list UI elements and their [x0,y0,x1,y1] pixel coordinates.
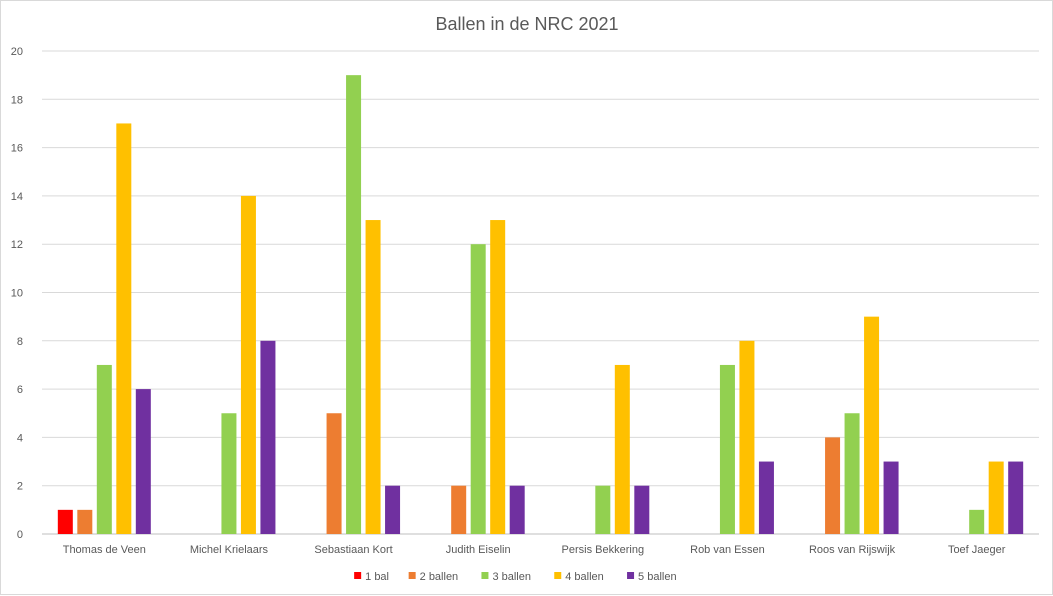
bar [260,340,276,534]
y-tick-label: 8 [17,336,23,348]
bar [96,364,112,534]
category-label: Roos van Rijswijk [809,544,896,556]
bar [719,364,735,534]
bar [758,461,774,534]
y-tick-label: 2 [17,481,23,493]
bar [634,485,650,534]
y-tick-label: 10 [11,288,23,300]
y-tick-label: 16 [11,143,23,155]
legend-swatch [554,572,562,579]
legend-label: 1 bal [365,571,389,583]
y-tick-label: 12 [11,239,23,251]
gridlines [42,50,1039,535]
legend-label: 4 ballen [565,571,604,583]
bar [844,413,860,534]
bar [490,220,506,535]
bar [116,123,132,534]
bar [77,509,93,534]
bar [470,244,486,534]
y-tick-label: 6 [17,384,23,396]
bar [509,485,525,534]
chart-title: Ballen in de NRC 2021 [435,14,618,34]
y-tick-label: 18 [11,94,23,106]
bar [739,340,755,534]
bar [883,461,899,534]
x-axis: Thomas de Veen Michel Krielaars Sebastiaan… [63,544,1006,556]
bar [595,485,611,534]
bar [988,461,1004,534]
legend-label: 5 ballen [638,571,677,583]
bar [221,413,237,534]
bar [346,75,362,535]
bar [451,485,467,534]
category-label: Judith Eiselin [446,544,511,556]
bar [614,364,630,534]
legend-label: 3 ballen [492,571,531,583]
bar [240,195,256,534]
legend-swatch [354,572,362,579]
category-label: Thomas de Veen [63,544,146,556]
bar [864,316,880,534]
bar [969,509,985,534]
bar [135,389,151,534]
bar [1008,461,1024,534]
category-label: Rob van Essen [690,544,765,556]
legend-swatch [627,572,635,579]
y-tick-label: 20 [11,46,23,58]
category-label: Sebastiaan Kort [314,544,392,556]
category-label: Michel Krielaars [190,544,269,556]
bar [57,509,73,534]
y-tick-label: 0 [17,529,23,541]
legend-label: 2 ballen [420,571,459,583]
category-label: Toef Jaeger [948,544,1006,556]
y-tick-label: 4 [17,432,23,444]
y-tick-label: 14 [11,191,23,203]
category-label: Persis Bekkering [562,544,645,556]
legend-swatch [408,572,416,579]
bar [825,437,841,534]
bars [57,75,1024,535]
bar [385,485,401,534]
bar [326,413,342,534]
y-axis-ticks: 0 2 4 6 8 10 12 14 16 18 20 [11,46,23,541]
bar [365,220,381,535]
legend-swatch [481,572,489,579]
legend: 1 bal 2 ballen 3 ballen 4 ballen 5 ballen [354,571,677,583]
